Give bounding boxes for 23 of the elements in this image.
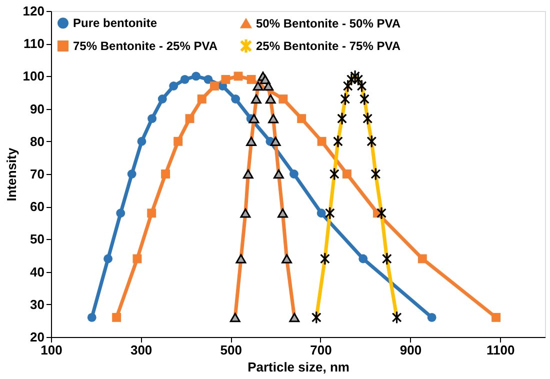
x-axis-title: Particle size, nm	[248, 360, 350, 374]
legend-label: Pure bentonite	[73, 16, 158, 30]
y-tick-label: 110	[24, 36, 44, 52]
y-axis-title: Intensity	[4, 147, 19, 202]
y-tick-label: 90	[30, 101, 44, 116]
y-tick-label: 70	[30, 166, 44, 182]
x-tick-label: 500	[220, 342, 242, 358]
y-tick-label: 20	[30, 330, 44, 344]
y-tick-label: 60	[30, 199, 44, 214]
y-tick-label: 40	[30, 264, 44, 280]
y-tick-label: 30	[30, 296, 44, 312]
x-tick-label: 300	[130, 342, 152, 358]
x-tick-label: 100	[40, 342, 62, 358]
legend-label: 25% Bentonite - 75% PVA	[256, 39, 401, 53]
legend-label: 75% Bentonite - 25% PVA	[73, 39, 218, 53]
y-tick-label: 120	[22, 4, 44, 18]
y-tick-label: 100	[22, 68, 44, 84]
y-tick-label: 80	[30, 134, 44, 149]
x-tick-label: 900	[400, 342, 422, 358]
x-tick-label: 1100	[486, 342, 515, 358]
x-tick-label: 700	[310, 342, 332, 358]
legend-label: 50% Bentonite - 50% PVA	[256, 16, 401, 30]
y-tick-label: 50	[30, 232, 44, 247]
